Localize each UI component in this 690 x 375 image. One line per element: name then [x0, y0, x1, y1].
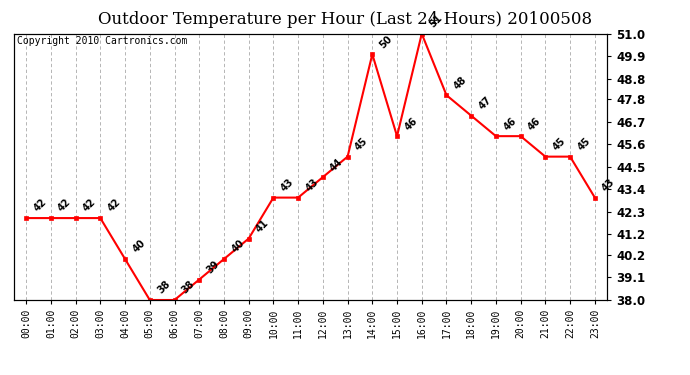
Text: 47: 47 [477, 95, 493, 111]
Text: 42: 42 [57, 197, 73, 214]
Text: 43: 43 [304, 177, 320, 194]
Text: 50: 50 [378, 33, 395, 50]
Text: 40: 40 [230, 238, 246, 255]
Text: 51: 51 [427, 13, 444, 30]
Text: 43: 43 [279, 177, 295, 194]
Text: 45: 45 [551, 136, 568, 153]
Text: 48: 48 [452, 74, 469, 91]
Text: 46: 46 [402, 116, 420, 132]
Text: 38: 38 [155, 279, 172, 296]
Text: 39: 39 [205, 259, 221, 275]
Text: 43: 43 [600, 177, 617, 194]
Text: Outdoor Temperature per Hour (Last 24 Hours) 20100508: Outdoor Temperature per Hour (Last 24 Ho… [98, 11, 592, 28]
Text: 38: 38 [180, 279, 197, 296]
Text: 42: 42 [32, 197, 48, 214]
Text: 45: 45 [575, 136, 592, 153]
Text: 40: 40 [130, 238, 147, 255]
Text: 42: 42 [106, 197, 123, 214]
Text: 41: 41 [254, 218, 271, 234]
Text: 44: 44 [328, 156, 345, 173]
Text: 45: 45 [353, 136, 370, 153]
Text: 42: 42 [81, 197, 98, 214]
Text: 46: 46 [502, 116, 518, 132]
Text: Copyright 2010 Cartronics.com: Copyright 2010 Cartronics.com [17, 36, 187, 46]
Text: 46: 46 [526, 116, 543, 132]
